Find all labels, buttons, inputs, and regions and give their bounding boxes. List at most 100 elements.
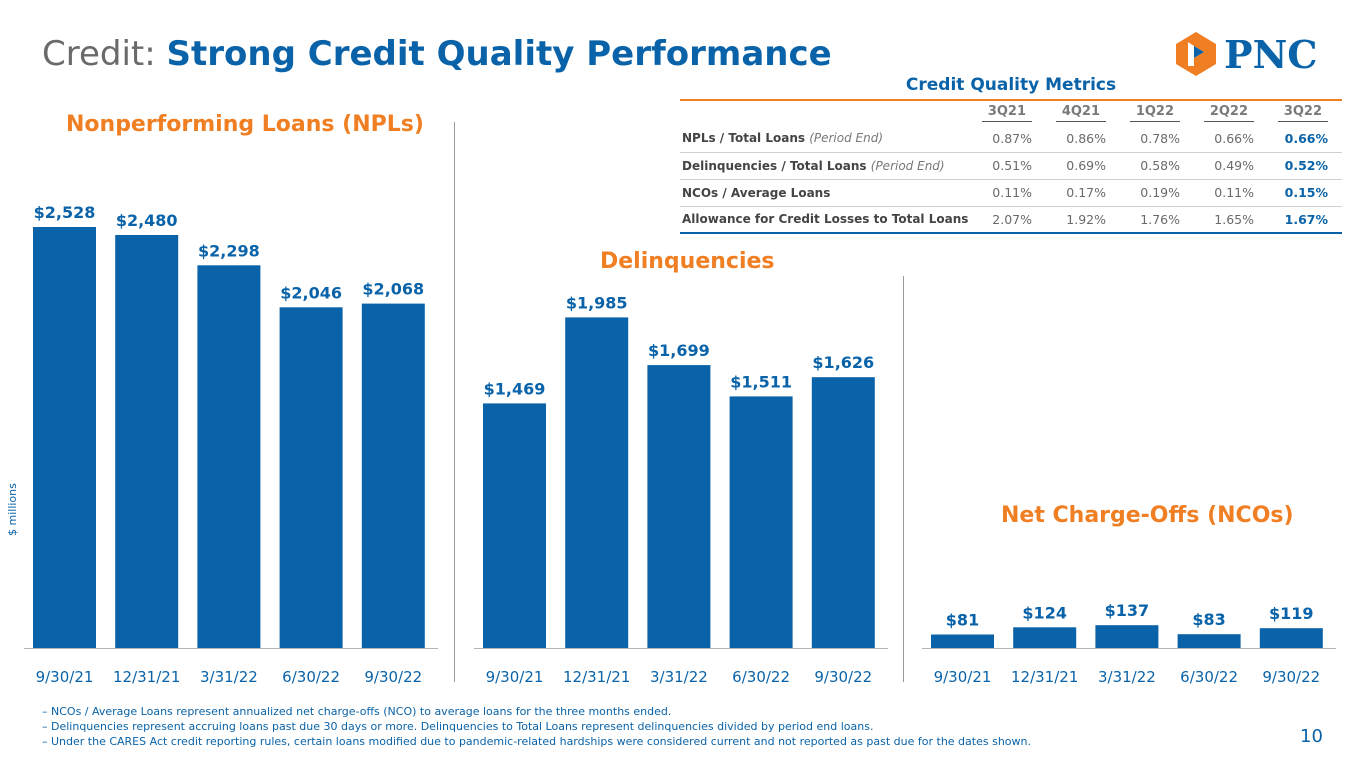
npl-x-tick-label: 9/30/21: [36, 668, 94, 686]
table-row: NPLs / Total Loans (Period End) 0.87% 0.…: [680, 125, 1342, 153]
table-header-cell: 2Q22: [1194, 101, 1268, 125]
npl-chart-title: Nonperforming Loans (NPLs): [66, 112, 424, 137]
table-cell: 0.17%: [1046, 179, 1120, 207]
table-cell: 0.11%: [972, 179, 1046, 207]
table-cell: 0.66%: [1194, 125, 1268, 153]
table-row: Delinquencies / Total Loans (Period End)…: [680, 152, 1342, 180]
table-title: Credit Quality Metrics: [905, 75, 1117, 95]
row-label: NPLs / Total Loans (Period End): [680, 125, 972, 153]
table-cell-latest: 0.52%: [1268, 152, 1342, 180]
page-number: 10: [1300, 726, 1323, 747]
pnc-logo: PNC: [1172, 30, 1332, 80]
table-cell-latest: 0.66%: [1268, 125, 1342, 153]
npl-bar: [33, 227, 96, 648]
table-header-cell: 3Q21: [972, 101, 1046, 125]
nco-bar: [1095, 625, 1159, 648]
delinquencies-x-tick-label: 3/31/22: [650, 668, 708, 686]
delinquencies-baseline: [474, 648, 888, 649]
delinquencies-x-tick-label: 12/31/21: [563, 668, 630, 686]
delinquencies-chart-title: Delinquencies: [600, 249, 775, 274]
page-title: Credit: Strong Credit Quality Performanc…: [42, 30, 832, 78]
divider-left: [454, 122, 455, 682]
nco-data-label: $83: [1192, 610, 1225, 629]
nco-bar: [931, 634, 994, 648]
footnote: – Under the CARES Act credit reporting r…: [42, 735, 1031, 748]
table-row: Allowance for Credit Losses to Total Loa…: [680, 206, 1342, 234]
delinquencies-x-tick-label: 9/30/21: [486, 668, 544, 686]
npl-data-label: $2,528: [34, 203, 96, 222]
delinquencies-bar: [729, 396, 793, 648]
delinquencies-bar: [647, 365, 711, 648]
delinquencies-x-tick-label: 6/30/22: [732, 668, 790, 686]
table-header-blank: [680, 101, 972, 125]
table-cell: 0.11%: [1194, 179, 1268, 207]
delinquencies-bar: [811, 377, 875, 648]
footnotes: – NCOs / Average Loans represent annuali…: [42, 704, 1031, 749]
delinquencies-data-label: $1,699: [648, 341, 710, 360]
table-cell: 0.19%: [1120, 179, 1194, 207]
nco-x-tick-label: 9/30/22: [1262, 668, 1320, 686]
table-header-cell: 3Q22: [1268, 101, 1342, 125]
nco-x-tick-label: 9/30/21: [934, 668, 992, 686]
table-cell: 1.65%: [1194, 206, 1268, 234]
table-cell: 0.78%: [1120, 125, 1194, 153]
nco-x-tick-label: 6/30/22: [1180, 668, 1238, 686]
nco-bar: [1013, 627, 1077, 648]
table-cell: 0.49%: [1194, 152, 1268, 180]
page-title-main: Strong Credit Quality Performance: [166, 34, 832, 74]
table-cell: 0.86%: [1046, 125, 1120, 153]
npl-x-tick-label: 12/31/21: [113, 668, 180, 686]
divider-right: [903, 276, 904, 682]
nco-chart-title: Net Charge-Offs (NCOs): [1001, 503, 1294, 528]
delinquencies-x-tick-label: 9/30/22: [814, 668, 872, 686]
npl-bar: [115, 235, 179, 648]
footnote: – NCOs / Average Loans represent annuali…: [42, 705, 672, 718]
table-header-row: 3Q21 4Q21 1Q22 2Q22 3Q22: [680, 101, 1342, 125]
table-title-rule: [680, 99, 1342, 101]
table-cell: 0.51%: [972, 152, 1046, 180]
npl-bar: [279, 307, 343, 648]
table-cell: 0.69%: [1046, 152, 1120, 180]
npl-data-label: $2,046: [280, 283, 342, 302]
npl-data-label: $2,480: [116, 211, 178, 230]
nco-data-label: $137: [1105, 601, 1150, 620]
npl-baseline: [24, 648, 438, 649]
nco-bar: [1177, 634, 1241, 648]
nco-data-label: $81: [946, 611, 979, 630]
pnc-mark-icon: [1176, 32, 1216, 76]
table-cell: 2.07%: [972, 206, 1046, 234]
npl-data-label: $2,068: [362, 280, 424, 299]
table-cell: 0.58%: [1120, 152, 1194, 180]
table-cell-latest: 1.67%: [1268, 206, 1342, 234]
npl-data-label: $2,298: [198, 241, 260, 260]
npl-x-tick-label: 6/30/22: [282, 668, 340, 686]
npl-x-tick-label: 3/31/22: [200, 668, 258, 686]
npl-bar: [361, 303, 425, 648]
metrics-table: 3Q21 4Q21 1Q22 2Q22 3Q22 NPLs / Total Lo…: [680, 101, 1342, 234]
table-cell: 1.76%: [1120, 206, 1194, 234]
delinquencies-data-label: $1,985: [566, 293, 628, 312]
table-row: NCOs / Average Loans 0.11% 0.17% 0.19% 0…: [680, 179, 1342, 207]
nco-x-tick-label: 12/31/21: [1011, 668, 1078, 686]
nco-data-label: $119: [1269, 604, 1314, 623]
footnote: – Delinquencies represent accruing loans…: [42, 720, 874, 733]
delinquencies-data-label: $1,469: [484, 379, 546, 398]
delinquencies-bar: [483, 403, 546, 648]
delinquencies-data-label: $1,511: [730, 372, 792, 391]
npl-bar: [197, 265, 261, 648]
row-label: Allowance for Credit Losses to Total Loa…: [680, 206, 972, 234]
nco-baseline: [922, 648, 1336, 649]
npl-x-tick-label: 9/30/22: [364, 668, 422, 686]
delinquencies-data-label: $1,626: [812, 353, 874, 372]
delinquencies-bar: [565, 317, 629, 648]
pnc-wordmark: PNC: [1224, 32, 1318, 77]
row-label: NCOs / Average Loans: [680, 179, 972, 207]
nco-data-label: $124: [1022, 603, 1067, 622]
table-cell: 0.87%: [972, 125, 1046, 153]
table-cell: 1.92%: [1046, 206, 1120, 234]
page-title-prefix: Credit:: [42, 34, 167, 74]
credit-quality-metrics-table: Credit Quality Metrics 3Q21 4Q21 1Q22 2Q…: [680, 72, 1342, 234]
table-cell-latest: 0.15%: [1268, 179, 1342, 207]
nco-x-tick-label: 3/31/22: [1098, 668, 1156, 686]
